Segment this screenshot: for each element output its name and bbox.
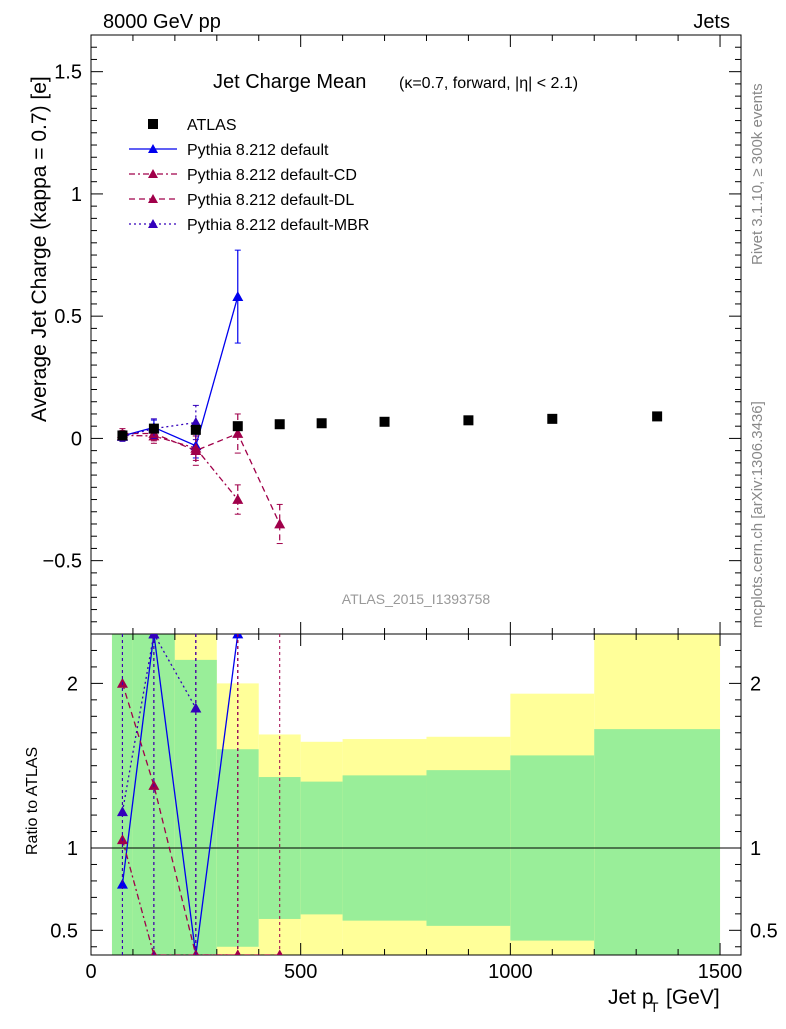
ratio-tick-label: 0.5 xyxy=(50,920,78,942)
atlas-data-point xyxy=(547,413,558,424)
ratio-series-group xyxy=(116,634,283,955)
series-3-ratio-line xyxy=(121,683,280,955)
x-axis-unit: [GeV] xyxy=(666,986,720,1009)
legend: ATLAS Pythia 8.212 default Pythia 8.212 de… xyxy=(129,117,369,234)
mcplots-label: mcplots.cern.ch [arXiv:1306.3436] xyxy=(749,401,766,628)
x-axis-label-subscript: T xyxy=(650,999,659,1015)
y-axis-label: Average Jet Charge (kappa = 0.7) [e] xyxy=(28,76,51,422)
x-tick-label: 1000 xyxy=(488,961,533,983)
atlas-data-point xyxy=(652,411,663,422)
series-4-point xyxy=(190,417,202,427)
series-1-line xyxy=(122,296,239,447)
x-tick-label: 1500 xyxy=(698,961,743,983)
legend-marker-1 xyxy=(148,144,158,153)
series-3-ratio-point xyxy=(276,949,283,955)
atlas-data-point xyxy=(232,421,243,432)
ratio-band-inner xyxy=(594,729,721,955)
ratio-frame xyxy=(90,633,742,956)
legend-label-3: Pythia 8.212 default-DL xyxy=(187,192,354,209)
series-4-ratio-line xyxy=(121,634,197,812)
series-3-point xyxy=(232,428,244,438)
energy-label: 8000 GeV pp xyxy=(103,11,221,33)
ratio-tick-label: 2 xyxy=(67,673,78,695)
rivet-label: Rivet 3.1.10, ≥ 300k events xyxy=(749,83,766,265)
legend-marker-atlas xyxy=(148,119,158,129)
ratio-band-inner xyxy=(132,634,175,955)
legend-marker-4 xyxy=(148,219,158,228)
series-4-line xyxy=(122,421,196,438)
atlas-data-point xyxy=(117,430,128,441)
y-tick-label: 0.5 xyxy=(54,306,82,328)
series-3-point xyxy=(190,445,202,456)
process-label: Jets xyxy=(693,11,730,33)
series-1-ratio-line xyxy=(121,634,239,955)
legend-label-1: Pythia 8.212 default xyxy=(187,142,329,159)
atlas-data-point xyxy=(190,424,201,435)
y-tick-label: 0 xyxy=(71,428,82,450)
legend-label-0: ATLAS xyxy=(187,117,237,134)
series-3-point xyxy=(274,518,286,529)
analysis-id: ATLAS_2015_I1393758 xyxy=(342,591,491,607)
ratio-plot: 0 500 1000 1500 0.5 0.5 1 1 2 2 xyxy=(50,633,778,983)
series-4-ratio-point xyxy=(190,702,202,713)
legend-marker-3 xyxy=(148,194,158,203)
atlas-data-point xyxy=(379,416,390,427)
x-tick-label: 500 xyxy=(284,961,317,983)
ratio-band-inner xyxy=(111,634,133,955)
series-1-point xyxy=(232,291,244,302)
ratio-tick-label: 2 xyxy=(750,673,761,695)
x-axis-label: Jet p xyxy=(608,986,654,1009)
atlas-data-point xyxy=(148,423,159,434)
series-1-ratio-point xyxy=(116,878,128,889)
legend-label-2: Pythia 8.212 default-CD xyxy=(187,167,357,184)
ratio-tick-label: 1 xyxy=(67,838,78,860)
y-tick-label: 1.5 xyxy=(54,62,82,84)
ratio-axis-label: Ratio to ATLAS xyxy=(24,747,41,855)
series-3-ratio-point xyxy=(234,949,241,955)
atlas-data-point xyxy=(463,415,474,426)
legend-label-4: Pythia 8.212 default-MBR xyxy=(187,217,369,234)
ratio-tick-label: 1 xyxy=(750,838,761,860)
series-2-point xyxy=(232,494,244,504)
series-2-ratio-line xyxy=(121,839,238,955)
series-4-ratio-point xyxy=(116,806,128,817)
series-3-line xyxy=(122,432,281,525)
x-tick-label: 0 xyxy=(85,961,96,983)
y-tick-label: −0.5 xyxy=(43,551,82,573)
atlas-data-point xyxy=(274,419,285,430)
main-plot: −0.5 0 0.5 1 1.5 xyxy=(43,34,742,635)
y-tick-label: 1 xyxy=(71,184,82,206)
chart-title: Jet Charge Mean xyxy=(213,71,366,93)
legend-marker-2 xyxy=(148,169,158,178)
ratio-tick-label: 0.5 xyxy=(750,920,778,942)
atlas-data-point xyxy=(316,418,327,429)
chart-subtitle: (κ=0.7, forward, |η| < 2.1) xyxy=(399,75,578,92)
series-4-ratio-point xyxy=(148,634,160,639)
series-2-line xyxy=(122,434,239,500)
